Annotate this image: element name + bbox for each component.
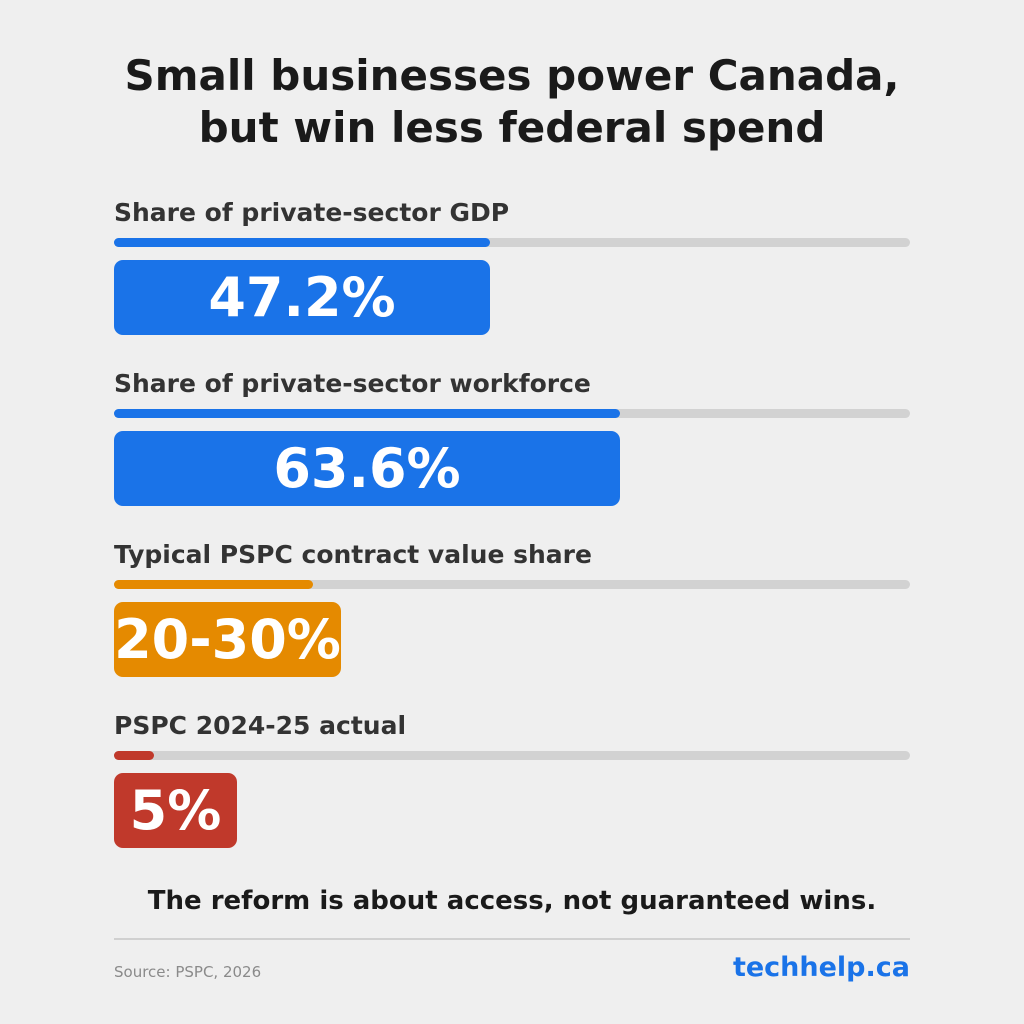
- bar-fill: [114, 238, 490, 247]
- category-label: Typical PSPC contract value share: [114, 540, 592, 569]
- bar-track: [114, 751, 910, 760]
- value-label: 63.6%: [114, 431, 620, 506]
- takeaway-text: The reform is about access, not guarante…: [147, 886, 877, 916]
- chart-title: Small businesses power Canada, but win l…: [0, 50, 1024, 154]
- brand-link[interactable]: techhelp.ca: [732, 952, 910, 983]
- category-label: Share of private-sector workforce: [114, 369, 591, 398]
- chart-title-line-1: Small businesses power Canada,: [124, 51, 900, 100]
- value-label: 5%: [114, 773, 237, 848]
- bar-track: [114, 409, 910, 418]
- bar-track: [114, 580, 910, 589]
- value-label: 47.2%: [114, 260, 490, 335]
- category-label: Share of private-sector GDP: [114, 198, 510, 227]
- bar-fill: [114, 580, 313, 589]
- bar-fill: [114, 409, 620, 418]
- bar-track: [114, 238, 910, 247]
- bar-fill: [114, 751, 154, 760]
- chart-title-line-2: but win less federal spend: [198, 103, 826, 152]
- value-label: 20-30%: [114, 602, 341, 677]
- category-label: PSPC 2024-25 actual: [114, 711, 407, 740]
- source-note: Source: PSPC, 2026: [114, 963, 262, 981]
- footer-divider: [114, 938, 910, 940]
